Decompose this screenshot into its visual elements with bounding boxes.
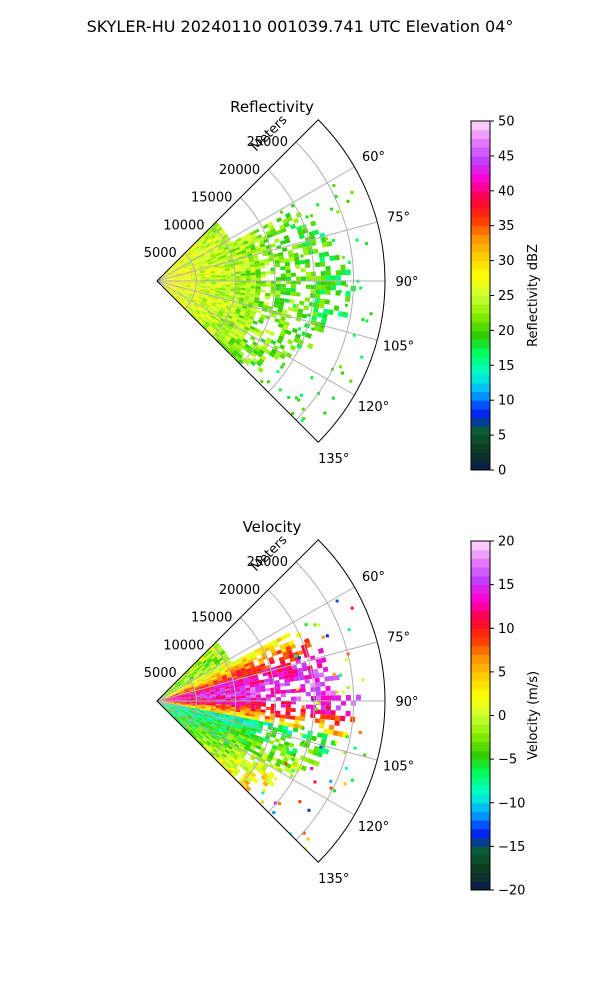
- panel-title: Velocity: [243, 518, 302, 536]
- range-tick-label: 10000: [163, 638, 204, 653]
- colorbar-tick-label: 0: [498, 464, 506, 479]
- azimuth-tick-label: 75°: [387, 210, 410, 225]
- azimuth-tick-label: 75°: [387, 630, 410, 645]
- colorbar-tick-label: 5: [498, 665, 506, 680]
- colorbar-tick-label: 25: [498, 289, 515, 304]
- azimuth-gridline: [156, 166, 355, 282]
- azimuth-gridline: [156, 280, 355, 396]
- radar-field: [159, 599, 367, 850]
- colorbar: 0 5 10 15 20 25 30 35 40 45 50 Reflectivity dBZ: [470, 115, 541, 479]
- azimuth-gridline: [156, 280, 378, 341]
- azimuth-tick-label: 135°: [318, 452, 349, 467]
- azimuth-gridline: [156, 700, 378, 761]
- colorbar-tick-label: 30: [498, 254, 515, 269]
- azimuth-gridline: [156, 641, 378, 702]
- range-tick-label: 10000: [163, 218, 204, 233]
- colorbar-tick-label: −10: [498, 796, 525, 811]
- colorbar-tick-label: 10: [498, 394, 515, 409]
- azimuth-gridline: [156, 586, 355, 702]
- colorbar-label: Velocity (m/s): [526, 671, 541, 760]
- colorbar-tick-label: 20: [498, 535, 515, 550]
- colorbar-tick-label: 0: [498, 709, 506, 724]
- colorbar-tick-label: 15: [498, 359, 515, 374]
- range-tick-label: 5000: [144, 246, 177, 261]
- colorbar-tick-label: 50: [498, 115, 515, 130]
- azimuth-tick-label: 60°: [362, 150, 385, 165]
- colorbar: −20 −15 −10 −5 0 5 10 15 20 Velocity (m/s): [470, 535, 541, 899]
- azimuth-tick-label: 60°: [362, 570, 385, 585]
- colorbar-tick-label: −5: [498, 753, 517, 768]
- azimuth-tick-label: 135°: [318, 872, 349, 887]
- colorbar-tick-label: 20: [498, 324, 515, 339]
- azimuth-tick-label: 105°: [383, 760, 414, 775]
- sector-frame: [156, 539, 386, 863]
- colorbar-tick-label: 10: [498, 622, 515, 637]
- range-tick-label: 15000: [191, 191, 232, 206]
- figure-title: SKYLER-HU 20240110 001039.741 UTC Elevat…: [87, 17, 514, 36]
- colorbar-label: Reflectivity dBZ: [526, 244, 541, 347]
- azimuth-tick-label: 120°: [358, 400, 389, 415]
- range-tick-label: 25000: [247, 135, 288, 150]
- range-tick-label: 5000: [144, 666, 177, 681]
- range-tick-label: 15000: [191, 611, 232, 626]
- azimuth-tick-label: 90°: [395, 275, 418, 290]
- azimuth-gridline: [156, 221, 378, 282]
- velocity-panel: Velocity500010000150002000025000Meters60…: [144, 518, 541, 899]
- colorbar-tick-label: 45: [498, 149, 515, 164]
- range-tick-label: 20000: [219, 163, 260, 178]
- range-tick-label: 20000: [219, 583, 260, 598]
- azimuth-tick-label: 105°: [383, 340, 414, 355]
- colorbar-tick-label: 40: [498, 184, 515, 199]
- panel-title: Reflectivity: [230, 98, 314, 116]
- colorbar-tick-label: 15: [498, 578, 515, 593]
- colorbar-tick-label: −15: [498, 840, 525, 855]
- azimuth-tick-label: 90°: [395, 695, 418, 710]
- colorbar-tick-label: −20: [498, 884, 525, 899]
- colorbar-tick-label: 35: [498, 219, 515, 234]
- reflectivity-panel: Reflectivity500010000150002000025000Mete…: [144, 98, 541, 479]
- colorbar-tick-label: 5: [498, 429, 506, 444]
- range-tick-label: 25000: [247, 555, 288, 570]
- azimuth-tick-label: 120°: [358, 820, 389, 835]
- azimuth-gridline: [156, 700, 355, 816]
- sector-frame: [156, 119, 386, 443]
